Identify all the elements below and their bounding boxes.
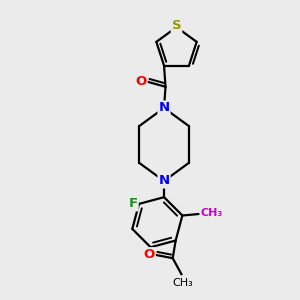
Text: CH₃: CH₃ (201, 208, 223, 218)
Text: N: N (158, 175, 169, 188)
Text: S: S (172, 19, 181, 32)
Text: N: N (158, 101, 169, 115)
Text: CH₃: CH₃ (172, 278, 194, 288)
Text: F: F (129, 197, 138, 210)
Text: O: O (143, 248, 155, 261)
Text: O: O (135, 75, 147, 88)
